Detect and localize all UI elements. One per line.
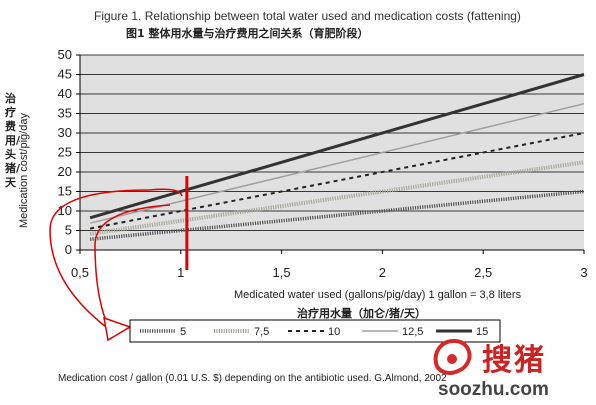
x-tick-label: 0,5 [71,265,89,280]
y-axis-label-cn: 治疗费用/头猪/天 [5,92,21,189]
series-line-7-5 [89,160,585,236]
legend-label: 5 [180,326,186,338]
x-tick-label: 3 [580,265,587,280]
series-line-10 [89,132,585,230]
y-tick-label: 20 [58,164,72,179]
y-tick-label: 0 [65,242,72,257]
x-tick-label: 2,5 [474,265,492,280]
legend-label: 10 [328,326,340,338]
watermark-url: soozhu.com [438,379,549,400]
watermark: 搜猪 soozhu.com [432,335,592,405]
y-tick-label: 10 [58,203,72,218]
series-line-15 [89,73,585,220]
annotation-arrow-head [103,316,132,342]
x-tick-label: 1 [177,265,184,280]
y-tick-label: 40 [58,86,72,101]
legend-label: 7,5 [254,326,269,338]
footnote: Medication cost / gallon (0.01 U.S. $) d… [58,373,447,384]
y-tick-label: 25 [58,145,72,160]
x-tick-label: 1,5 [273,265,291,280]
watermark-logo-icon [433,338,472,375]
annotation-arrow-outer [49,189,151,331]
series-line-5 [89,189,585,242]
x-axis-label: Medicated water used (gallons/pig/day) 1… [234,289,522,301]
y-tick-label: 50 [58,47,72,62]
y-tick-label: 30 [58,125,72,140]
y-tick-label: 5 [65,223,72,238]
legend-label: 12,5 [402,326,423,338]
legend-label: 15 [476,326,488,338]
annotation-arrow-inner [94,204,171,331]
chart-title: Figure 1. Relationship between total wat… [94,9,521,23]
annotation-arrow-top [149,188,183,197]
chart-subtitle-cn: 图1 整体用水量与治疗费用之间关系（育肥阶段） [126,27,369,40]
x-tick-label: 2 [379,265,386,280]
y-tick-label: 35 [58,106,72,121]
watermark-cn-text: 搜猪 [482,343,546,378]
series-line-12-5 [89,103,585,224]
y-tick-label: 45 [58,67,72,82]
x-axis-label-cn: 治疗用水量（加仑/猪/天） [297,307,427,320]
y-tick-label: 15 [58,184,72,199]
